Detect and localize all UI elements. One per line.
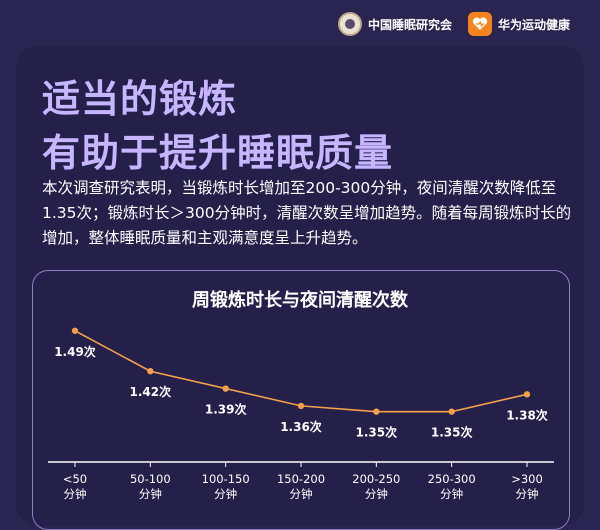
data-point <box>448 408 455 415</box>
org-logo-label: 中国睡眠研究会 <box>368 17 453 32</box>
data-label: 1.42次 <box>130 384 172 399</box>
data-label: 1.35次 <box>356 425 398 440</box>
x-tick-label: 200-250 <box>352 472 400 486</box>
x-tick-label: 分钟 <box>365 487 388 501</box>
x-tick-label: 分钟 <box>290 487 313 501</box>
data-label: 1.36次 <box>280 419 322 434</box>
x-tick-label: 50-100 <box>130 472 171 486</box>
series-line <box>74 330 528 413</box>
data-point <box>523 391 531 398</box>
top-bar: 中国睡眠研究会 华为运动健康 <box>0 0 600 46</box>
org-logo: 中国睡眠研究会 <box>338 10 452 38</box>
x-tick-label: <50 <box>63 472 87 486</box>
society-seal-icon <box>338 12 362 36</box>
line-chart: 1.49次<50分钟1.42次50-100分钟1.39次100-150分钟1.3… <box>48 327 554 501</box>
x-tick-label: 250-300 <box>428 472 476 486</box>
data-point <box>147 368 154 375</box>
data-point <box>222 385 229 392</box>
x-tick-label: 150-200 <box>277 472 325 486</box>
x-tick-label: 分钟 <box>64 487 87 501</box>
data-label: 1.39次 <box>205 402 247 417</box>
x-tick-label: 分钟 <box>440 487 463 501</box>
x-tick-label: >300 <box>511 472 543 486</box>
app-logo-label: 华为运动健康 <box>498 17 571 32</box>
x-tick-label: 分钟 <box>139 487 162 501</box>
data-point <box>71 327 79 334</box>
huawei-health-heart-icon <box>468 12 492 36</box>
chart-title: 周锻炼时长与夜间清醒次数 <box>192 290 408 311</box>
headline-line-2: 有助于提升睡眠质量 <box>42 131 394 175</box>
data-label: 1.35次 <box>431 425 473 440</box>
x-tick-label: 100-150 <box>202 472 250 486</box>
data-label: 1.49次 <box>54 344 96 359</box>
x-tick-label: 分钟 <box>516 487 539 501</box>
intro-paragraph: 本次调查研究表明，当锻炼时长增加至200-300分钟，夜间清醒次数降低至1.35… <box>42 179 572 247</box>
content-panel <box>16 46 584 526</box>
data-label: 1.38次 <box>506 407 548 422</box>
app-logo: 华为运动健康 <box>468 10 570 38</box>
x-tick-label: 分钟 <box>214 487 237 501</box>
headline-line-1: 适当的锻炼 <box>42 77 238 121</box>
data-point <box>373 408 380 415</box>
data-point <box>297 402 305 410</box>
